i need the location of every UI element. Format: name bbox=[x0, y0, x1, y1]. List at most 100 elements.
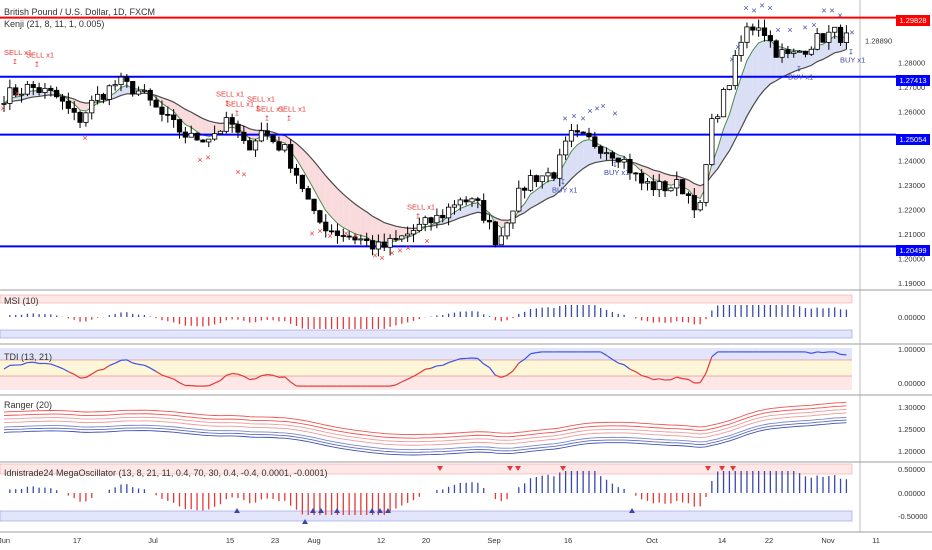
ma-cloud-segment bbox=[208, 120, 215, 137]
ma-cloud-segment bbox=[167, 99, 174, 112]
tdi-line-segment bbox=[161, 374, 168, 378]
candle-body bbox=[323, 221, 329, 232]
candle-body bbox=[176, 119, 183, 133]
candle-body bbox=[744, 26, 750, 43]
tdi-line-segment bbox=[471, 357, 478, 360]
ranger-band-line bbox=[3, 405, 847, 439]
candle-body bbox=[165, 113, 171, 116]
candle-body bbox=[235, 123, 241, 133]
candle-body bbox=[785, 49, 791, 54]
buy-cross-marker: × bbox=[751, 5, 756, 15]
level-tag-3: 1.25054 bbox=[896, 134, 930, 145]
tdi-line-segment bbox=[237, 373, 245, 377]
sell-cross-marker: × bbox=[197, 155, 202, 165]
ma-cloud-segment bbox=[559, 161, 566, 192]
candle-body bbox=[726, 85, 733, 90]
ma-cloud-segment bbox=[115, 87, 121, 98]
tdi-line-segment bbox=[226, 372, 233, 376]
ma-cloud-segment bbox=[495, 217, 502, 228]
candle-body bbox=[738, 41, 744, 56]
mega-axis-tick: 0.50000 bbox=[898, 465, 925, 474]
mega-sell-triangle-icon bbox=[437, 466, 443, 471]
fast-moving-average-line bbox=[3, 35, 847, 244]
mega-sell-triangle-icon bbox=[515, 466, 521, 471]
ma-cloud-segment bbox=[653, 170, 660, 181]
candle-body bbox=[516, 187, 522, 212]
time-axis-label: Sep bbox=[487, 536, 500, 545]
time-axis-label: 23 bbox=[271, 536, 279, 545]
buy-cross-marker: × bbox=[735, 42, 740, 52]
mega-buy-triangle-icon bbox=[629, 508, 635, 513]
candle-body bbox=[609, 152, 616, 159]
ma-cloud-segment bbox=[530, 190, 537, 209]
ma-cloud-segment bbox=[805, 50, 812, 68]
buy-cross-marker: × bbox=[837, 10, 842, 20]
buy-cross-marker: × bbox=[729, 54, 734, 64]
buy-cross-marker: × bbox=[811, 20, 816, 30]
candle-body bbox=[106, 85, 112, 100]
candle-body bbox=[843, 32, 850, 43]
tdi-line-segment bbox=[530, 352, 537, 355]
ma-cloud-segment bbox=[799, 50, 806, 70]
candle-body bbox=[305, 188, 311, 200]
price-axis-tick: 1.26000 bbox=[898, 107, 925, 116]
tdi-line-segment bbox=[670, 376, 677, 381]
candle-body bbox=[481, 200, 487, 221]
ma-cloud-segment bbox=[448, 212, 455, 223]
msi-lower-zone bbox=[0, 329, 853, 339]
ma-cloud-segment bbox=[548, 180, 554, 199]
tdi-line-segment bbox=[50, 363, 57, 367]
tdi-line-segment bbox=[132, 362, 139, 365]
candle-body bbox=[662, 181, 668, 192]
sell-cross-marker: × bbox=[317, 226, 322, 236]
tdi-line-segment bbox=[155, 370, 163, 376]
candle-body bbox=[288, 144, 294, 169]
sell-cross-marker: × bbox=[372, 251, 377, 261]
candle-body bbox=[761, 27, 768, 36]
tdi-line-segment bbox=[68, 371, 75, 375]
ma-cloud-segment bbox=[583, 139, 589, 169]
tdi-line-segment bbox=[817, 351, 824, 354]
candle-body bbox=[405, 233, 411, 237]
tdi-line-segment bbox=[261, 374, 268, 377]
mega-lower-zone bbox=[0, 510, 853, 522]
ma-cloud-segment bbox=[121, 85, 127, 96]
candle-body bbox=[188, 132, 194, 138]
candle-body bbox=[270, 135, 276, 143]
mega-buy-triangle-icon bbox=[310, 508, 316, 513]
candle-body bbox=[832, 26, 838, 33]
tdi-line-segment bbox=[149, 367, 157, 372]
candle-body bbox=[603, 152, 610, 155]
candle-body bbox=[135, 90, 142, 95]
ma-cloud-segment bbox=[711, 148, 718, 176]
msi-panel-title: MSI (10) bbox=[4, 296, 39, 306]
candle-body bbox=[118, 76, 124, 86]
mega-upper-zone bbox=[0, 463, 853, 475]
signal-label-sell: SELL x1 bbox=[216, 90, 244, 99]
candle-body bbox=[434, 214, 440, 224]
mega-sell-triangle-icon bbox=[560, 466, 566, 471]
candle-body bbox=[416, 223, 422, 232]
time-axis-label: 12 bbox=[377, 536, 385, 545]
candle-body bbox=[364, 238, 370, 241]
time-axis-label: 15 bbox=[226, 536, 234, 545]
candle-body bbox=[715, 116, 721, 119]
msi-upper-zone bbox=[0, 294, 853, 304]
tdi-line-segment bbox=[62, 368, 69, 373]
mega-buy-triangle-icon bbox=[334, 508, 340, 513]
ma-cloud-segment bbox=[173, 102, 180, 119]
sell-cross-marker: × bbox=[205, 152, 210, 162]
tdi-line-segment bbox=[267, 374, 274, 376]
ma-cloud-segment bbox=[758, 40, 765, 97]
candle-body bbox=[399, 235, 405, 240]
sell-arrow-icon: ↥ bbox=[286, 114, 292, 122]
candle-body bbox=[346, 235, 352, 238]
time-axis-label: 20 bbox=[422, 536, 430, 545]
candle-body bbox=[826, 31, 832, 43]
candle-body bbox=[451, 204, 458, 208]
tdi-line-segment bbox=[629, 368, 637, 373]
tdi-line-segment bbox=[249, 378, 256, 381]
buy-cross-marker: × bbox=[849, 27, 854, 37]
candle-body bbox=[498, 235, 504, 246]
